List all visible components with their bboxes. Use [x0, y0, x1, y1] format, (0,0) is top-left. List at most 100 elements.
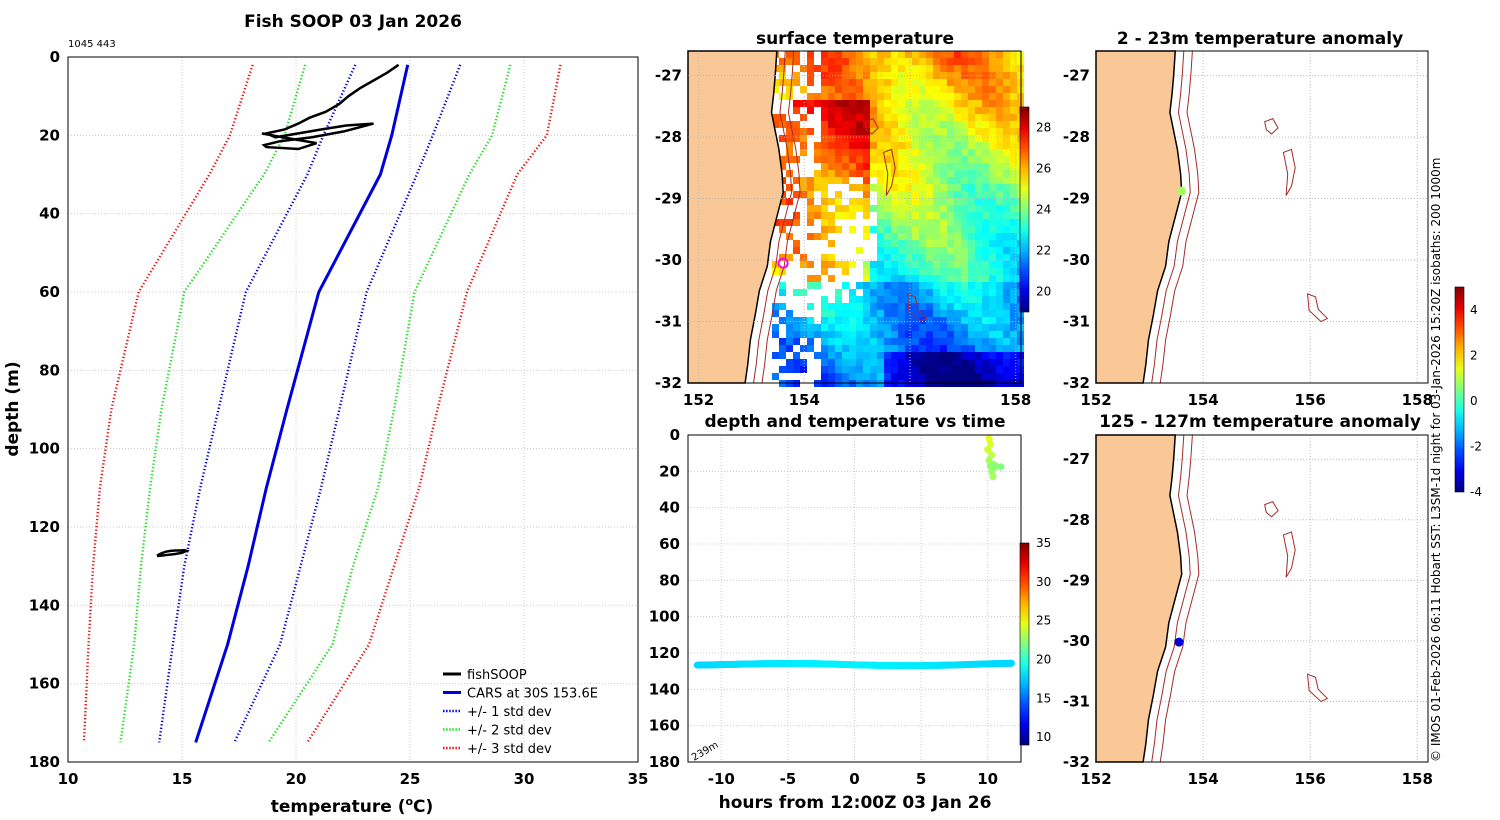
sst-cell: [842, 324, 849, 331]
sst-cell: [947, 233, 954, 240]
sst-cell: [940, 359, 947, 366]
sst-cell: [821, 51, 828, 58]
legend-label: CARS at 30S 153.6E: [467, 687, 598, 702]
sst-cell: [954, 240, 961, 247]
sst-cell: [989, 149, 996, 156]
sst-cell: [863, 100, 870, 107]
sst-cell: [996, 65, 1003, 72]
anomaly-deep-land: [1095, 434, 1183, 763]
sst-cell: [947, 142, 954, 149]
sst-cell: [961, 317, 968, 324]
sst-cell: [1003, 275, 1010, 282]
sst-cell: [947, 170, 954, 177]
sst-cell: [828, 79, 835, 86]
sst-cell: [793, 338, 800, 345]
sst-cell: [905, 296, 912, 303]
sst-cell: [912, 303, 919, 310]
sst-cell: [807, 261, 814, 268]
sst-cell: [772, 352, 779, 359]
sst-cell: [849, 72, 856, 79]
sst-cell: [891, 366, 898, 373]
sst-cell: [877, 142, 884, 149]
sst-cell: [926, 114, 933, 121]
timeseries-ytick-label: 140: [649, 680, 680, 698]
sst-cell: [975, 205, 982, 212]
sst-cell: [989, 219, 996, 226]
sst-cell: [912, 275, 919, 282]
sst-cell: [926, 317, 933, 324]
fish-profile-upper: [261, 63, 400, 151]
sst-cell: [940, 107, 947, 114]
sst-cell: [954, 128, 961, 135]
sst-cell: [849, 86, 856, 93]
sst-cell: [968, 331, 975, 338]
sst-cell: [828, 338, 835, 345]
sst-cell: [898, 184, 905, 191]
sst-cell: [828, 86, 835, 93]
sst-cell: [1003, 170, 1010, 177]
sst-cell: [821, 331, 828, 338]
sst-cell: [835, 296, 842, 303]
sst-cell: [877, 373, 884, 380]
sst-cell: [989, 282, 996, 289]
sst-cell: [856, 310, 863, 317]
sst-cell: [919, 191, 926, 198]
sst-cell: [842, 107, 849, 114]
sst-cell: [968, 86, 975, 93]
sst-cell: [989, 261, 996, 268]
sst-grid: [688, 51, 1021, 384]
sst-cell: [884, 107, 891, 114]
profile-ytick-label: 0: [50, 48, 60, 66]
sst-cell: [947, 303, 954, 310]
sst-cell: [989, 275, 996, 282]
sst-cell: [842, 149, 849, 156]
sst-cell: [933, 233, 940, 240]
sst-cell: [933, 331, 940, 338]
sst-cell: [989, 93, 996, 100]
sst-cell: [877, 79, 884, 86]
sst-cell: [807, 79, 814, 86]
sst-cell: [828, 359, 835, 366]
sst-cell: [982, 282, 989, 289]
timeseries-ytick-label: 180: [649, 753, 680, 771]
sst-cell: [828, 142, 835, 149]
sst-cell: [954, 261, 961, 268]
sst-cell: [989, 331, 996, 338]
map-lat-label: -31: [1063, 692, 1090, 710]
sst-cell: [898, 149, 905, 156]
sst-cell: [989, 86, 996, 93]
sst-cell: [870, 170, 877, 177]
sst-cell: [919, 51, 926, 58]
sst-cell: [877, 191, 884, 198]
sst-cell: [933, 212, 940, 219]
sst-cell: [800, 86, 807, 93]
sst-cell: [975, 275, 982, 282]
timeseries-xtick-label: 0: [849, 770, 859, 788]
sst-cell: [786, 359, 793, 366]
sst-cell: [947, 359, 954, 366]
sst-cell: [961, 247, 968, 254]
sst-cell: [884, 156, 891, 163]
sst-cell: [891, 156, 898, 163]
sst-cell: [912, 338, 919, 345]
sst-cell: [891, 184, 898, 191]
sst-cell: [996, 345, 1003, 352]
sst-cell: [856, 359, 863, 366]
sst-cell: [779, 338, 786, 345]
sst-cell: [975, 324, 982, 331]
sst-cell: [786, 345, 793, 352]
sst-cell: [961, 163, 968, 170]
sst-cell: [835, 163, 842, 170]
sst-cell: [891, 212, 898, 219]
sst-cell: [884, 149, 891, 156]
profile-title: Fish SOOP 03 Jan 2026: [244, 12, 462, 32]
sst-cell: [779, 79, 786, 86]
sst-cell: [1003, 93, 1010, 100]
sst-cell: [954, 135, 961, 142]
sst-cell: [814, 93, 821, 100]
sst-cell: [961, 86, 968, 93]
sst-cell: [870, 317, 877, 324]
sst-cell: [940, 317, 947, 324]
sst-cell: [1003, 107, 1010, 114]
sst-cell: [849, 331, 856, 338]
